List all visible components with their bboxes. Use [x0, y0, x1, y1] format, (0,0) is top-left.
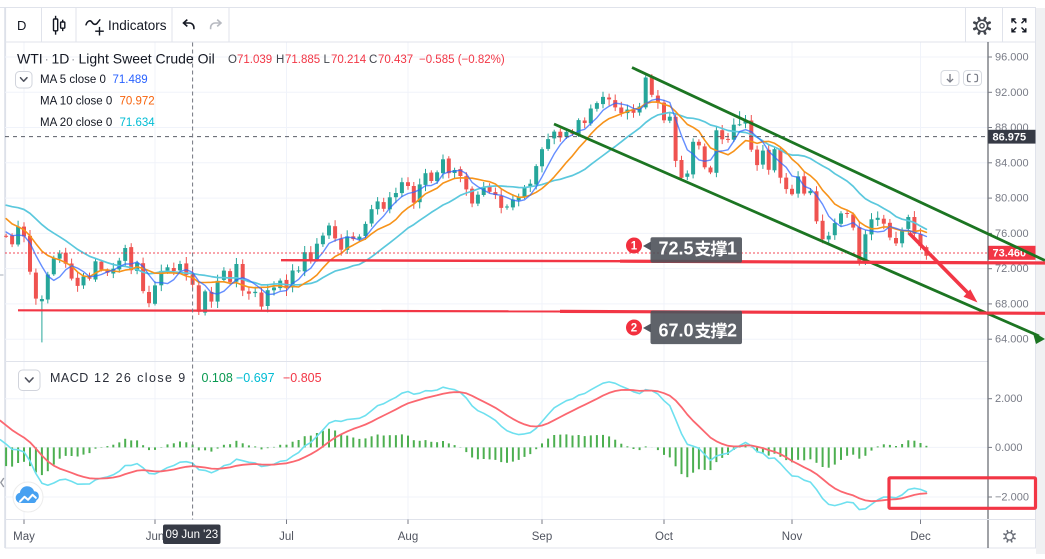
svg-text:C: C: [369, 54, 377, 66]
svg-text:L: L: [324, 54, 331, 66]
svg-text:MA 10 close 0: MA 10 close 0: [40, 96, 112, 108]
svg-text:0.108: 0.108: [202, 371, 233, 385]
svg-text:Nov: Nov: [782, 531, 803, 543]
svg-text:67.0: 67.0: [659, 321, 694, 341]
svg-text:2.000: 2.000: [995, 393, 1023, 405]
svg-text:71.489: 71.489: [113, 74, 148, 86]
svg-text:·: ·: [45, 52, 49, 67]
svg-text:−2.000: −2.000: [995, 492, 1029, 504]
svg-text:0.000: 0.000: [995, 442, 1023, 454]
svg-text:Sep: Sep: [532, 531, 552, 543]
svg-text:68.000: 68.000: [995, 298, 1029, 310]
svg-text:72.5: 72.5: [659, 239, 694, 259]
svg-text:May: May: [13, 531, 35, 543]
svg-text:1: 1: [631, 241, 638, 253]
svg-text:Aug: Aug: [398, 531, 418, 543]
svg-text:Dec: Dec: [910, 531, 931, 543]
svg-text:71.885: 71.885: [285, 54, 320, 66]
svg-text:96.000: 96.000: [995, 52, 1029, 64]
svg-text:2: 2: [727, 321, 737, 341]
svg-text:−0.585 (−0.82%): −0.585 (−0.82%): [419, 54, 505, 66]
svg-text:1D: 1D: [52, 51, 70, 67]
svg-text:09 Jun '23: 09 Jun '23: [165, 529, 218, 541]
svg-text:−0.697: −0.697: [236, 371, 275, 385]
svg-text:O: O: [228, 54, 237, 66]
svg-text:D: D: [17, 18, 26, 33]
svg-text:MA 20 close 0: MA 20 close 0: [40, 117, 112, 129]
svg-text:64.000: 64.000: [995, 334, 1029, 346]
svg-text:71.634: 71.634: [120, 117, 156, 129]
svg-text:84.000: 84.000: [995, 157, 1029, 169]
svg-text:70.972: 70.972: [120, 96, 155, 108]
svg-text:Oct: Oct: [655, 531, 674, 543]
svg-text:MACD: MACD: [50, 371, 89, 385]
svg-text:72.000: 72.000: [995, 263, 1029, 275]
svg-text:71.039: 71.039: [237, 54, 272, 66]
svg-text:Jul: Jul: [279, 531, 294, 543]
svg-text:12 26 close 9: 12 26 close 9: [94, 371, 187, 385]
svg-text:Light Sweet Crude Oil: Light Sweet Crude Oil: [79, 51, 215, 67]
svg-text:Jun: Jun: [146, 531, 165, 543]
svg-text:92.000: 92.000: [995, 87, 1029, 99]
svg-text:Indicators: Indicators: [108, 18, 167, 33]
svg-text:WTI: WTI: [17, 51, 43, 67]
svg-text:2: 2: [631, 323, 637, 335]
svg-text:86.975: 86.975: [993, 131, 1027, 143]
svg-text:·: ·: [71, 52, 75, 67]
svg-text:H: H: [276, 54, 284, 66]
svg-text:70.214: 70.214: [331, 54, 367, 66]
svg-text:−0.805: −0.805: [283, 371, 322, 385]
svg-text:70.437: 70.437: [378, 54, 413, 66]
svg-text:80.000: 80.000: [995, 193, 1029, 205]
svg-text:1: 1: [727, 239, 737, 259]
svg-text:MA 5 close 0: MA 5 close 0: [40, 74, 106, 86]
